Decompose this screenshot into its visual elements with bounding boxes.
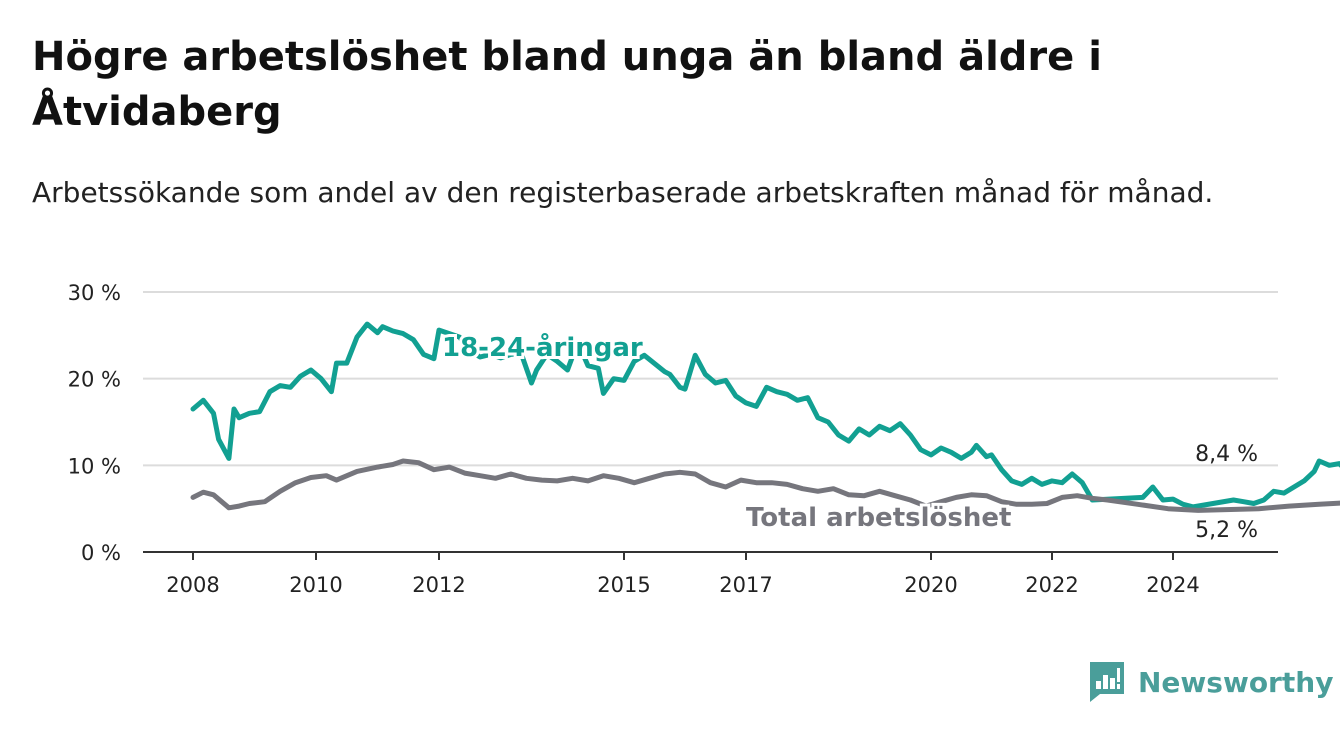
x-tick-label: 2017: [719, 573, 772, 597]
x-tick-label: 2010: [289, 573, 342, 597]
brand-name: Newsworthy: [1138, 665, 1334, 699]
end-value-total: 5,2 %: [1195, 518, 1258, 543]
y-tick-label: 0 %: [81, 541, 121, 565]
newsworthy-logo-icon: [1090, 662, 1124, 702]
y-tick-label: 10 %: [68, 454, 121, 478]
x-tick-label: 2022: [1025, 573, 1078, 597]
end-value-youth: 8,4 %: [1195, 442, 1258, 467]
x-tick-label: 2015: [597, 573, 650, 597]
x-axis: 2008 2010 2012 2015 2017 2020 2022 2024: [143, 551, 1278, 597]
series-lines: [190, 321, 1340, 513]
x-tick-label: 2008: [166, 573, 219, 597]
x-tick-label: 2012: [412, 573, 465, 597]
x-tick-label: 2024: [1146, 573, 1199, 597]
y-axis-labels: 0 % 10 % 20 % 30 %: [68, 281, 121, 565]
y-tick-label: 20 %: [68, 368, 121, 392]
total-series-line: [190, 458, 1340, 513]
page-subtitle: Arbetssökande som andel av den registerb…: [32, 176, 1214, 209]
line-chart: 0 % 10 % 20 % 30 % 2008 2010 2012 2015 2017 2020…: [68, 281, 1340, 597]
y-tick-label: 30 %: [68, 281, 121, 305]
series-label-youth: 18-24-åringar: [442, 331, 643, 363]
brand-logo: Newsworthy: [1088, 660, 1333, 704]
page-title: Högre arbetslöshet bland unga än bland ä…: [32, 34, 1102, 135]
x-tick-label: 2020: [904, 573, 957, 597]
youth-series-line: [190, 321, 1340, 510]
series-labels: 18-24-åringar Total arbetslöshet 8,4 % 5,2 …: [439, 328, 1258, 543]
series-label-total: Total arbetslöshet: [746, 503, 1011, 533]
